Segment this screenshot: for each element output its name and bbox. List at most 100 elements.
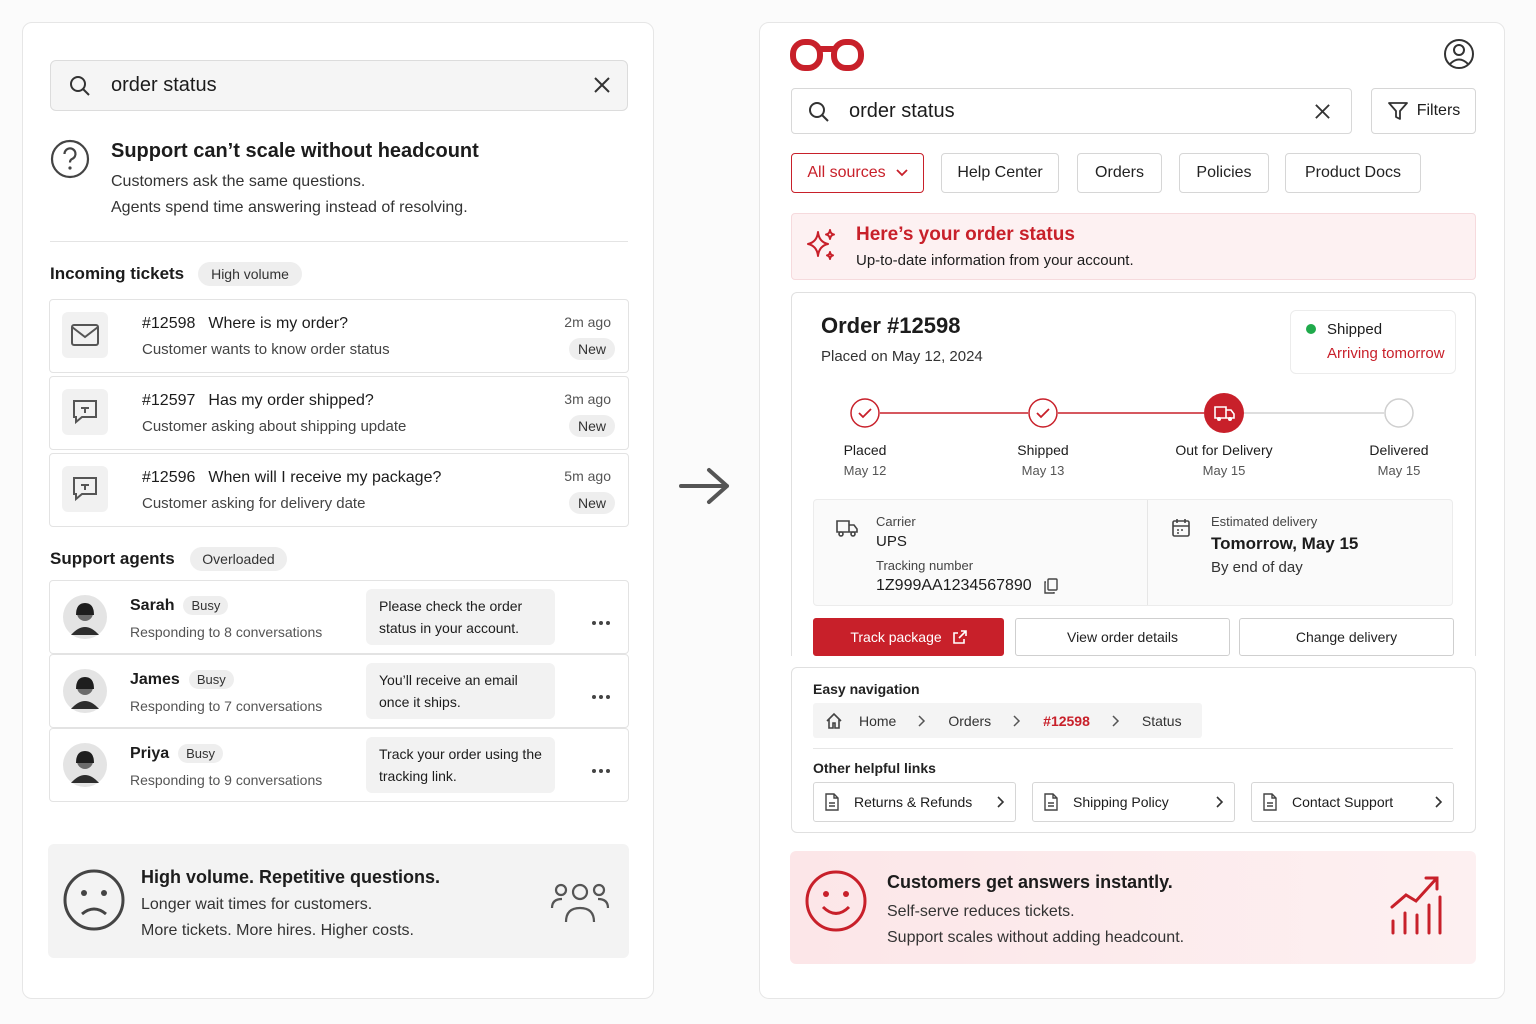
ticket-subject: When will I receive my package? (208, 469, 442, 486)
source-filter[interactable]: Orders (1077, 153, 1162, 193)
agent-card: James Busy Responding to 7 conversations Yo… (49, 654, 629, 728)
source-filter[interactable]: All sources (791, 153, 924, 193)
ticket-icon (62, 312, 108, 358)
agent-avatar (63, 669, 107, 713)
problem-title: Support can’t scale without headcount (111, 140, 479, 162)
action-label: Track package (850, 629, 942, 645)
helpful-link[interactable]: Shipping Policy (1032, 782, 1235, 822)
summary-title: High volume. Repetitive questions. (141, 867, 441, 887)
link-label: Shipping Policy (1073, 794, 1169, 810)
filters-button[interactable]: Filters (1371, 88, 1476, 134)
funnel-icon (1387, 102, 1408, 120)
search-box[interactable]: order status (50, 60, 628, 111)
smile-icon (805, 870, 867, 932)
calendar-icon (1172, 519, 1190, 537)
agent-status: Busy (178, 744, 224, 763)
clear-icon[interactable] (1314, 103, 1331, 120)
action-label: Change delivery (1295, 629, 1398, 645)
arrow-icon (679, 468, 729, 504)
breadcrumb: Home Orders #12598 Status (813, 703, 1202, 738)
agent-status: Busy (188, 670, 234, 689)
tracking-label: Tracking number (876, 558, 974, 573)
breadcrumb-chevron (1112, 714, 1119, 727)
source-label: Product Docs (1304, 164, 1402, 181)
more-icon[interactable] (591, 620, 611, 626)
ticket-card[interactable]: #12596 When will I receive my package? Cus… (49, 453, 629, 527)
copy-icon[interactable] (1043, 578, 1059, 594)
order-card: Order #12598 Placed on May 12, 2024 Ship… (791, 292, 1476, 656)
action-button[interactable]: Change delivery (1239, 618, 1454, 656)
breadcrumb-item[interactable]: Orders (948, 712, 992, 729)
breadcrumb-item[interactable]: #12598 (1043, 712, 1090, 729)
agent-menu[interactable] (591, 613, 611, 631)
agent-menu[interactable] (591, 761, 611, 779)
search-box[interactable]: order status (791, 88, 1352, 134)
status-box: Shipped Arriving tomorrow (1290, 310, 1456, 374)
avatar (63, 669, 107, 713)
agent-menu[interactable] (591, 687, 611, 705)
summary-line: More tickets. More hires. Higher costs. (141, 922, 414, 939)
progress-track (850, 393, 1414, 433)
logo[interactable] (790, 38, 864, 72)
order-title: Order #12598 (821, 313, 961, 338)
estimate-label: Estimated delivery (1211, 514, 1318, 529)
summary-line: Longer wait times for customers. (141, 896, 373, 913)
truck-icon (836, 520, 858, 537)
agent-line: Priya Busy (130, 744, 224, 763)
step-label: Delivered (1369, 442, 1429, 458)
agent-avatar (63, 595, 107, 639)
step-date: May 13 (1021, 463, 1065, 478)
ticket-status: New (568, 415, 615, 437)
source-filter[interactable]: Help Center (941, 153, 1059, 193)
ticket-description: Customer wants to know order status (142, 341, 390, 358)
more-icon[interactable] (591, 694, 611, 700)
question-icon (50, 139, 90, 179)
ticket-subject: Has my order shipped? (208, 392, 374, 409)
problem-line: Agents spend time answering instead of r… (111, 199, 468, 216)
more-icon[interactable] (591, 768, 611, 774)
breadcrumb-item[interactable]: Status (1141, 712, 1182, 729)
divider (50, 241, 628, 242)
ticket-time: 2m ago (564, 314, 611, 330)
clear-icon[interactable] (593, 76, 611, 94)
helpful-link[interactable]: Contact Support (1251, 782, 1454, 822)
link-label: Returns & Refunds (854, 794, 973, 810)
doc-icon (1263, 793, 1277, 811)
people-icon (550, 883, 610, 923)
ticket-card[interactable]: #12598 Where is my order? Customer wants t… (49, 299, 629, 373)
problem-line: Customers ask the same questions. (111, 173, 366, 190)
ticket-id: #12597 (142, 392, 196, 409)
step-date: May 15 (1377, 463, 1421, 478)
agent-message: Please check the order status in your ac… (366, 589, 555, 645)
breadcrumb-chevron (1013, 714, 1021, 727)
action-button[interactable]: Track package (813, 618, 1004, 656)
filters-label: Filters (1416, 102, 1461, 119)
profile-icon[interactable] (1443, 38, 1475, 70)
action-button[interactable]: View order details (1015, 618, 1230, 656)
avatar (63, 595, 107, 639)
ticket-id: #12596 (142, 469, 196, 486)
ticket-subject: Where is my order? (208, 315, 348, 332)
chat-icon (73, 477, 97, 502)
breadcrumb-chevron (918, 714, 926, 727)
summary-line: Self-serve reduces tickets. (887, 903, 1075, 920)
answer-subtitle: Up-to-date information from your account… (856, 252, 1134, 269)
step-date: May 12 (843, 463, 887, 478)
agent-avatar (63, 743, 107, 787)
ticket-status: New (568, 338, 615, 360)
ticket-card[interactable]: #12597 Has my order shipped? Customer aski… (49, 376, 629, 450)
after-panel: order status Filters Here’s your order s… (759, 22, 1505, 999)
helpful-link[interactable]: Returns & Refunds (813, 782, 1016, 822)
link-chevron (1435, 796, 1443, 808)
source-filter[interactable]: Policies (1179, 153, 1269, 193)
summary-box: High volume. Repetitive questions. Longe… (48, 844, 629, 958)
agent-status: Busy (183, 596, 229, 615)
links-heading: Other helpful links (813, 760, 936, 776)
chevron-down (895, 169, 908, 177)
order-placed: Placed on May 12, 2024 (821, 348, 983, 365)
breadcrumb-item[interactable]: Home (859, 712, 897, 729)
agent-card: Sarah Busy Responding to 8 conversations Pl… (49, 580, 629, 654)
source-filter[interactable]: Product Docs (1285, 153, 1421, 193)
badge: High volume (198, 262, 302, 286)
